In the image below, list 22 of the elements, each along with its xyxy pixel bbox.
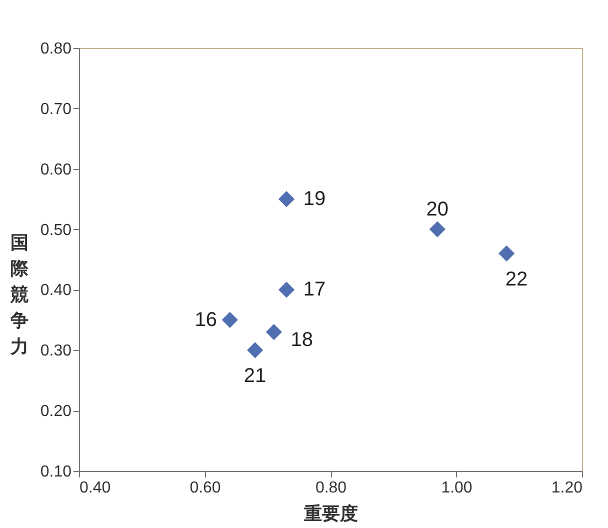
y-tick-label: 0.20 [40, 403, 72, 420]
annotation: 21 [244, 365, 266, 388]
y-axis-title: 国際競争力 [10, 232, 30, 356]
x-tick-label: 0.40 [80, 480, 111, 496]
y-tick-label: 0.40 [40, 282, 72, 300]
x-tick-label: 1.00 [441, 480, 472, 496]
y-tick-label: 0.70 [40, 100, 72, 118]
annotation: 18 [290, 329, 314, 352]
annotation: 20 [426, 198, 449, 220]
annotation: 17 [303, 278, 326, 301]
y-tick-label: 0.10 [40, 464, 72, 480]
annotation: 22 [505, 268, 528, 290]
annotation: 19 [303, 188, 326, 210]
x-tick-label: 0.80 [315, 480, 347, 496]
annotation: 16 [194, 308, 218, 331]
x-tick-label: 1.20 [551, 480, 583, 496]
y-tick-label: 0.50 [40, 222, 72, 239]
x-axis-title: 重要度 [303, 504, 358, 524]
y-tick-label: 0.30 [40, 342, 72, 360]
x-tick-label: 0.60 [190, 480, 221, 496]
y-tick-label: 0.80 [40, 40, 72, 58]
y-tick-label: 0.60 [40, 161, 72, 178]
